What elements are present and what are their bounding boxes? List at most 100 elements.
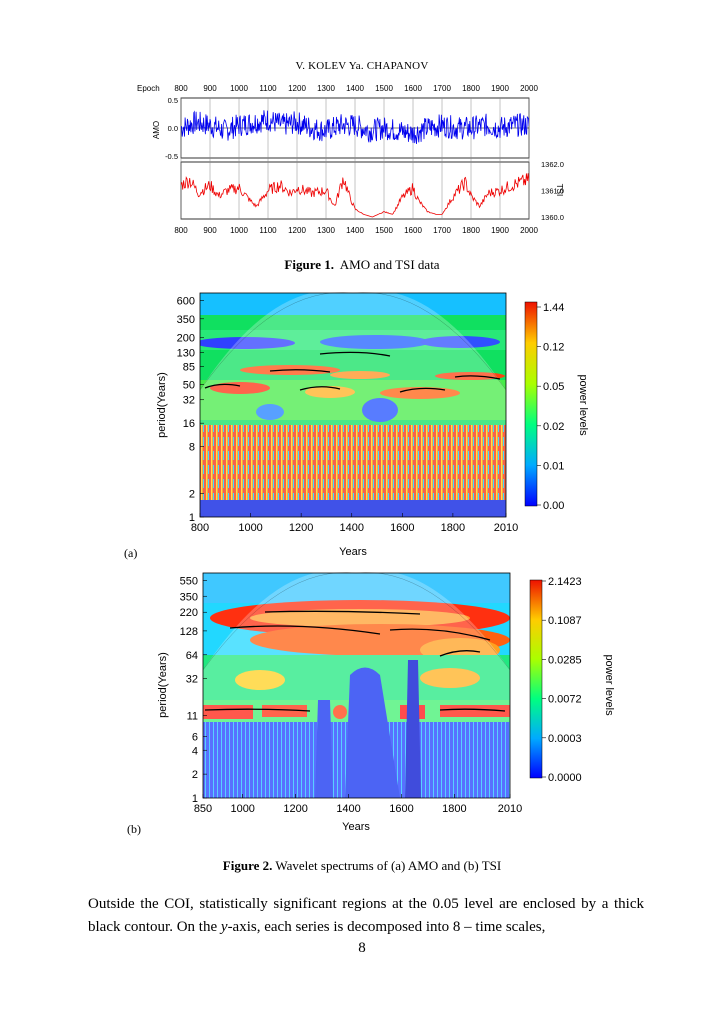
amo-axis-label: AMO — [152, 121, 161, 139]
epoch-label: Epoch — [137, 84, 160, 93]
running-header: V. KOLEV Ya. CHAPANOV — [295, 60, 429, 72]
wavelet-b-ylabel: period(Years) — [157, 652, 169, 718]
amo-x-tick-label: 1000 — [230, 84, 248, 93]
colorbar-b-tick-label: 0.0072 — [548, 694, 582, 706]
colorbar-a-tick-label: 0.02 — [543, 421, 564, 433]
amo-y-tick-label: 0.0 — [168, 124, 178, 133]
wavelet-a-colorbar-label: power levels — [577, 374, 589, 436]
wavelet-b-y-tick-label: 350 — [180, 591, 198, 603]
colorbar-a-tick-label: 0.12 — [543, 342, 564, 354]
figure-1-caption-label: Figure 1. — [284, 257, 334, 272]
amo-x-tick-label: 1100 — [259, 84, 277, 93]
amo-series-line — [181, 110, 529, 145]
wavelet-a-y-tick-label: 2 — [189, 489, 195, 501]
wavelet-b-x-tick-label: 1400 — [336, 803, 360, 815]
wavelet-b-y-tick-label: 2 — [192, 769, 198, 781]
wavelet-b-colorbar-label: power levels — [603, 654, 615, 716]
wavelet-b-y-tick-label: 32 — [186, 674, 198, 686]
wavelet-b-y-tick-label: 4 — [192, 745, 198, 757]
wavelet-b-y-tick-label: 64 — [186, 650, 198, 662]
colorbar-a-tick-label: 1.44 — [543, 302, 564, 314]
colorbar-b-tick-label: 0.0000 — [548, 772, 582, 784]
wavelet-a-y-tick-label: 350 — [177, 314, 195, 326]
wavelet-a-x-tick-label: 1000 — [238, 522, 262, 534]
wavelet-a-xlabel: Years — [339, 546, 367, 558]
amo-x-tick-label: 900 — [203, 84, 217, 93]
wavelet-b-y-tick-label: 6 — [192, 731, 198, 743]
wavelet-b-y-tick-label: 220 — [180, 607, 198, 619]
amo-x-tick-label: 1900 — [491, 84, 509, 93]
wavelet-b-xlabel: Years — [342, 821, 370, 833]
wavelet-a-x-tick-label: 800 — [191, 522, 209, 534]
amo-x-tick-label: 1700 — [433, 84, 451, 93]
tsi-series-line — [181, 173, 529, 218]
wavelet-a-x-tick-label: 1200 — [289, 522, 313, 534]
wavelet-a-y-tick-label: 130 — [177, 347, 195, 359]
amo-y-tick-label: 0.5 — [168, 96, 178, 105]
wavelet-b-x-tick-label: 1800 — [442, 803, 466, 815]
amo-x-tick-label: 1300 — [317, 84, 335, 93]
wavelet-b-y-tick-label: 128 — [180, 626, 198, 638]
wavelet-a-y-tick-label: 200 — [177, 333, 195, 345]
tsi-x-tick-label: 1900 — [491, 226, 509, 235]
body-text-italic: y — [220, 919, 228, 935]
tsi-x-tick-label: 2000 — [520, 226, 538, 235]
tsi-x-tick-label: 1500 — [375, 226, 393, 235]
wavelet-a-frame — [199, 292, 507, 518]
tsi-y-tick-label: 1361.0 — [541, 187, 564, 196]
tsi-x-tick-label: 800 — [174, 226, 188, 235]
figure-1-chart: Epoch AMO TSI 800 900 1000 1100 1200 1300 1400… — [137, 84, 564, 235]
wavelet-a-y-tick-label: 50 — [183, 380, 195, 392]
figure-2-caption-text: Wavelet spectrums of (a) AMO and (b) TSI — [275, 858, 502, 873]
colorbar-a-tick-label: 0.05 — [543, 381, 564, 393]
colorbar-b-tick-label: 0.0285 — [548, 654, 582, 666]
wavelet-a-x-tick-label: 1400 — [339, 522, 363, 534]
tsi-axis-label: TSI — [555, 184, 564, 196]
wavelet-b-x-tick-label: 2010 — [498, 803, 522, 815]
figure-1-caption-text: AMO and TSI data — [339, 257, 440, 272]
colorbar-a-tick-label: 0.00 — [543, 500, 564, 512]
tsi-y-tick-label: 1360.0 — [541, 213, 564, 222]
amo-x-tick-label: 1200 — [288, 84, 306, 93]
wavelet-b-x-tick-label: 1000 — [230, 803, 254, 815]
tsi-x-tick-label: 1800 — [462, 226, 480, 235]
wavelet-a-y-tick-label: 600 — [177, 296, 195, 308]
wavelet-a-ylabel: period(Years) — [156, 372, 168, 438]
amo-x-tick-label: 800 — [174, 84, 188, 93]
wavelet-a-x-tick-label: 1800 — [441, 522, 465, 534]
tsi-x-tick-label: 1100 — [259, 226, 277, 235]
colorbar-a-tick-label: 0.01 — [543, 460, 564, 472]
figure-2a-label: (a) — [124, 546, 138, 560]
figure-2b-chart: 850 1000 1200 1400 1600 1800 2010 550 350 220 128… — [157, 572, 615, 833]
wavelet-a-y-tick-label: 16 — [183, 418, 195, 430]
tsi-x-tick-label: 1400 — [346, 226, 364, 235]
body-text-2: -axis, each series is decomposed into 8 … — [227, 919, 546, 935]
figure-2a-chart: 800 1000 1200 1400 1600 1800 2010 600 350 200 130… — [156, 292, 589, 558]
tsi-x-tick-label: 1200 — [288, 226, 306, 235]
wavelet-b-x-tick-label: 850 — [194, 803, 212, 815]
amo-x-tick-label: 1500 — [375, 84, 393, 93]
amo-x-tick-label: 1800 — [462, 84, 480, 93]
tsi-y-tick-label: 1362.0 — [541, 160, 564, 169]
colorbar-b — [529, 579, 543, 779]
wavelet-a-y-tick-label: 1 — [189, 512, 195, 524]
wavelet-a-y-tick-label: 85 — [183, 362, 195, 374]
body-paragraph: Outside the COI, statistically significa… — [88, 893, 644, 939]
tsi-x-tick-label: 1300 — [317, 226, 335, 235]
colorbar-a — [524, 301, 538, 507]
wavelet-a-y-tick-label: 8 — [189, 442, 195, 454]
figure-2-caption: Figure 2. Wavelet spectrums of (a) AMO a… — [0, 858, 724, 874]
wavelet-a-x-tick-label: 2010 — [494, 522, 518, 534]
wavelet-a-y-tick-label: 32 — [183, 395, 195, 407]
tsi-x-tick-label: 1000 — [230, 226, 248, 235]
wavelet-a-x-tick-label: 1600 — [390, 522, 414, 534]
tsi-x-tick-label: 1700 — [433, 226, 451, 235]
wavelet-b-y-tick-label: 1 — [192, 793, 198, 805]
colorbar-b-tick-label: 2.1423 — [548, 576, 582, 588]
tsi-x-tick-label: 900 — [203, 226, 217, 235]
body-text-1: Outside the COI, statistically significa… — [88, 896, 644, 935]
figure-2-caption-label: Figure 2. — [222, 858, 273, 873]
wavelet-b-y-tick-label: 550 — [180, 576, 198, 588]
wavelet-b-x-tick-label: 1600 — [389, 803, 413, 815]
amo-x-tick-label: 1600 — [404, 84, 422, 93]
